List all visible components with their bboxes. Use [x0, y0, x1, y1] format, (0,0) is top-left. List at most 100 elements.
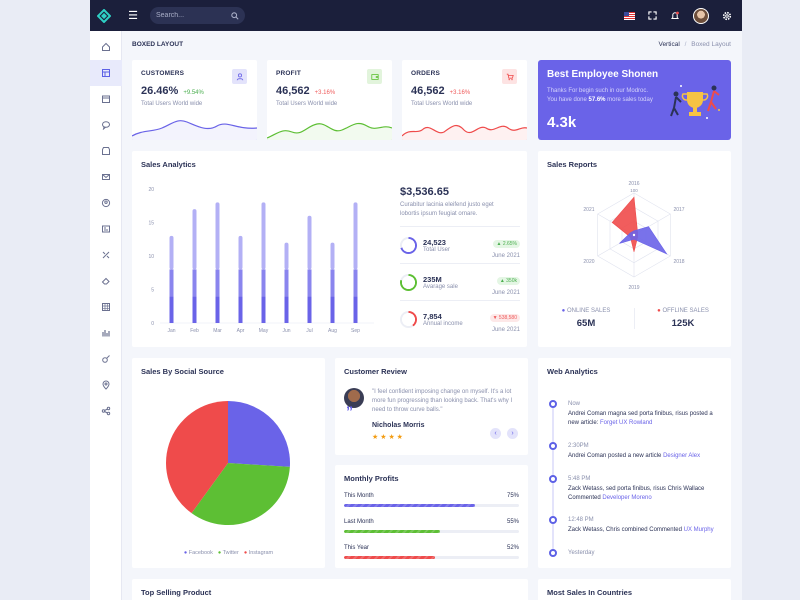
timeline-time: 5:48 PM	[568, 476, 591, 482]
bar-segment	[169, 296, 174, 323]
sidebar-item-charts[interactable]	[90, 320, 122, 346]
stat-label: ORDERS	[411, 70, 441, 77]
timeline-text-prefix: Zack Wetass, Chris combined Commented	[568, 527, 684, 533]
x-tick-label: Mar	[213, 328, 222, 334]
sales-metrics: 24,523 Total User ▲ 2.65% June 2021 235M…	[400, 226, 520, 337]
online-sales-stat: ● ONLINE SALES 65M	[538, 308, 635, 329]
legend-dot-facebook: ●	[183, 550, 188, 556]
share-icon	[101, 406, 111, 416]
sidebar-item-mail[interactable]	[90, 164, 122, 190]
reviewer-name: Nicholas Morris	[372, 422, 425, 429]
monthly-profits-card: Monthly Profits This Month 75% Last Month…	[335, 465, 528, 568]
sidebar-item-contacts[interactable]	[90, 216, 122, 242]
timeline-link[interactable]: Forget UX Rowland	[600, 420, 653, 426]
bar-segment	[192, 209, 197, 270]
profit-row: Last Month 55%	[344, 519, 519, 533]
sidebar-item-eraser[interactable]	[90, 268, 122, 294]
stat-change: +3.16%	[449, 90, 471, 96]
bar-segment	[238, 269, 243, 297]
sidebar	[90, 31, 122, 600]
social-source-card: Sales By Social Source ● Facebook ● Twit…	[132, 358, 325, 568]
app-logo[interactable]	[90, 0, 118, 31]
sidebar-item-chat[interactable]	[90, 112, 122, 138]
sales-analytics-card: Sales Analytics 0 5 10 15 20 Jan Feb Mar Apr May J…	[132, 151, 527, 347]
y-tick-label: 15	[148, 221, 154, 227]
menu-toggle-icon[interactable]: ☰	[128, 10, 138, 22]
sidebar-item-store[interactable]	[90, 138, 122, 164]
gear-icon[interactable]	[722, 11, 732, 21]
review-next-button[interactable]: ›	[507, 428, 518, 439]
profit-row: This Year 52%	[344, 545, 519, 559]
legend-dot-instagram: ●	[243, 550, 248, 556]
bar-segment	[284, 269, 289, 297]
bar-segment	[215, 202, 220, 270]
metric-badge: ▼ 538,580	[489, 313, 520, 322]
breadcrumb-current: Boxed Layout	[691, 41, 731, 48]
sidebar-item-tools[interactable]	[90, 242, 122, 268]
profit-bar-fill	[344, 530, 441, 533]
fullscreen-icon[interactable]	[648, 11, 657, 20]
radar-series	[619, 226, 668, 255]
calendar-icon	[102, 95, 110, 103]
reviewer-avatar	[344, 388, 364, 408]
search-icon[interactable]	[231, 11, 239, 20]
top-selling-card: Top Selling Product	[132, 579, 528, 600]
metric-row: 24,523 Total User ▲ 2.65% June 2021	[400, 226, 520, 263]
stat-value: 46,562	[411, 85, 445, 97]
eraser-icon	[101, 277, 110, 285]
sidebar-item-calendar[interactable]	[90, 86, 122, 112]
card-title: Sales Analytics	[141, 160, 196, 169]
timeline-text: Andrei Coman magna sed porta finibus, ri…	[568, 411, 713, 417]
timeline-link[interactable]: Designer Alex	[663, 453, 701, 459]
y-tick-label: 5	[151, 288, 154, 294]
stat-value: 46,562	[276, 85, 310, 97]
metric-badge-value: 350k	[506, 277, 517, 284]
metric-label: Avarage sale	[423, 283, 458, 290]
sales-desc-1: Curabitur lacinia eleifend justo eget	[400, 202, 494, 208]
profit-row: This Month 75%	[344, 493, 519, 507]
sidebar-item-share[interactable]	[90, 398, 122, 424]
metric-badge-value: 538,580	[498, 314, 517, 321]
chat-icon	[102, 121, 110, 130]
timeline-link[interactable]: Developer Moreno	[602, 495, 652, 501]
sales-bar-chart: 0 5 10 15 20 Jan Feb Mar Apr May Jun Jul Aug Sep	[148, 187, 374, 334]
x-tick-label: Jul	[306, 328, 312, 334]
profit-bar	[344, 556, 519, 559]
breadcrumb-vertical[interactable]: Vertical	[658, 41, 680, 48]
stat-card-orders: ORDERS 46,562 +3.16% Total Users World w…	[402, 60, 527, 140]
timeline-link[interactable]: UX Murphy	[683, 527, 714, 533]
search-input[interactable]	[156, 12, 226, 19]
online-dot-icon: ●	[561, 308, 567, 314]
timeline-dot	[549, 516, 557, 524]
stat-sparkline	[402, 124, 527, 140]
sidebar-item-icons[interactable]	[90, 346, 122, 372]
sidebar-item-layouts[interactable]	[90, 60, 122, 86]
profit-bar-fill	[344, 504, 476, 507]
sidebar-item-home[interactable]	[90, 34, 122, 60]
sidebar-item-maps[interactable]	[90, 372, 122, 398]
bar-segment	[192, 296, 197, 323]
offline-sales-label: OFFLINE SALES	[662, 308, 709, 314]
profit-label: Last Month	[344, 519, 374, 525]
metric-value: 24,523	[423, 237, 446, 247]
review-prev-button[interactable]: ‹	[490, 428, 501, 439]
stat-label: CUSTOMERS	[141, 70, 185, 77]
bell-icon[interactable]	[670, 11, 680, 21]
sidebar-item-profile[interactable]	[90, 190, 122, 216]
bar-segment	[215, 296, 220, 323]
review-stars: ★ ★ ★ ★	[372, 434, 403, 441]
metric-badge-value: 2.65%	[502, 240, 517, 247]
cart-icon	[502, 69, 517, 84]
sidebar-item-tables[interactable]	[90, 294, 122, 320]
timeline-text-2: Andrei Coman posted a new article Design…	[568, 453, 700, 459]
employee-text-2-bold: 57.6%	[588, 97, 606, 103]
x-tick-label: Sep	[351, 328, 360, 334]
us-flag-icon[interactable]	[624, 11, 635, 20]
metric-label: Total User	[423, 246, 451, 253]
radar-axis-label: 2019	[628, 285, 639, 291]
sales-reports-card: Sales Reports 2016 2017 2018 2019 2020 2021 10…	[538, 151, 731, 347]
employee-title: Best Employee Shonen	[547, 69, 659, 80]
bar-segment	[169, 235, 174, 270]
metric-badge: ▲ 2.65%	[493, 239, 520, 248]
user-avatar[interactable]	[693, 7, 709, 24]
